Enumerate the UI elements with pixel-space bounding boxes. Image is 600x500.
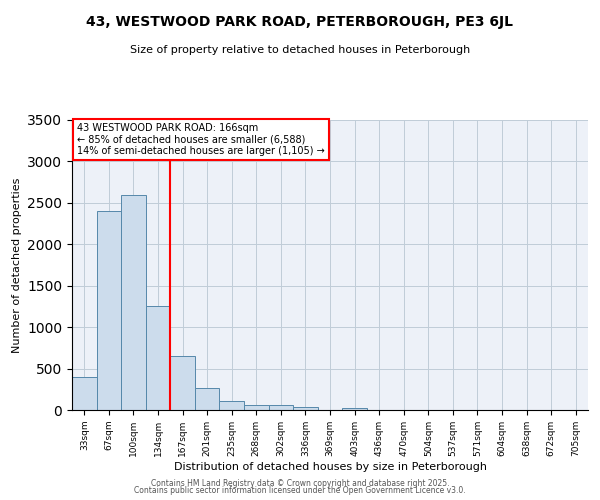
Bar	[342, 408, 367, 410]
Text: 43 WESTWOOD PARK ROAD: 166sqm
← 85% of detached houses are smaller (6,588)
14% o: 43 WESTWOOD PARK ROAD: 166sqm ← 85% of d…	[77, 123, 325, 156]
Text: Contains public sector information licensed under the Open Government Licence v3: Contains public sector information licen…	[134, 486, 466, 495]
Bar	[121, 194, 146, 410]
Text: Contains HM Land Registry data © Crown copyright and database right 2025.: Contains HM Land Registry data © Crown c…	[151, 478, 449, 488]
Bar	[146, 306, 170, 410]
Bar	[195, 388, 220, 410]
Text: 43, WESTWOOD PARK ROAD, PETERBOROUGH, PE3 6JL: 43, WESTWOOD PARK ROAD, PETERBOROUGH, PE…	[86, 15, 514, 29]
Bar	[293, 406, 318, 410]
Bar	[269, 406, 293, 410]
Bar	[97, 211, 121, 410]
Bar	[220, 401, 244, 410]
Text: Size of property relative to detached houses in Peterborough: Size of property relative to detached ho…	[130, 45, 470, 55]
Bar	[244, 404, 269, 410]
Y-axis label: Number of detached properties: Number of detached properties	[11, 178, 22, 352]
Bar	[72, 377, 97, 410]
X-axis label: Distribution of detached houses by size in Peterborough: Distribution of detached houses by size …	[173, 462, 487, 471]
Bar	[170, 356, 195, 410]
